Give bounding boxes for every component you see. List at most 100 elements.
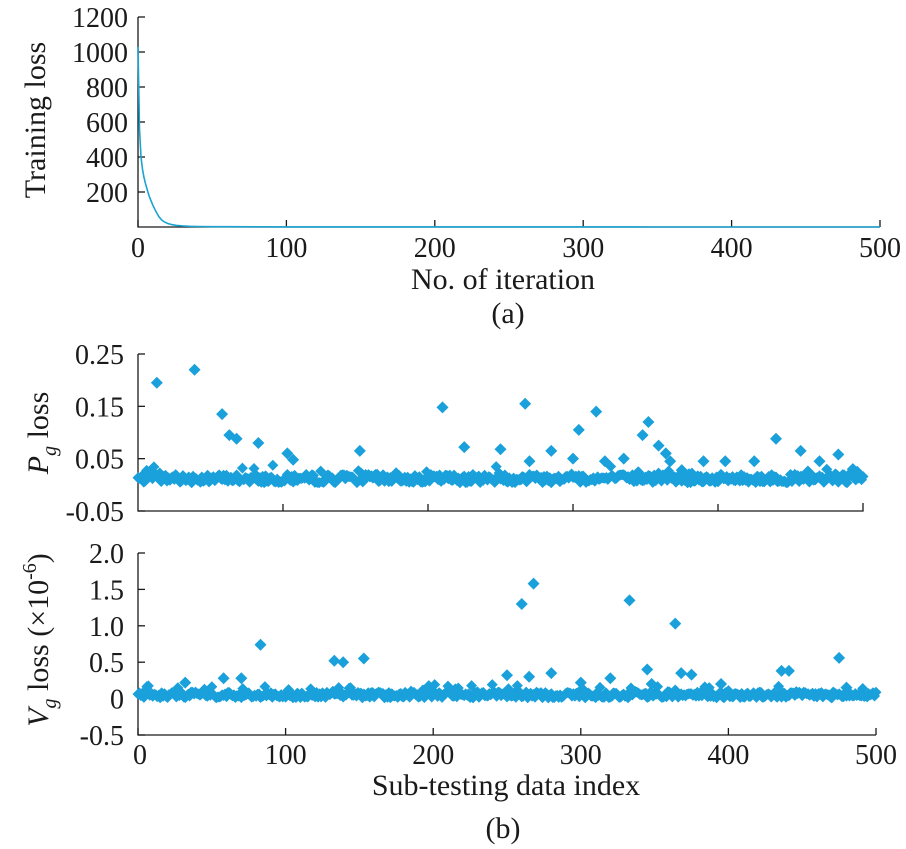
data-point-marker <box>235 672 248 685</box>
x-tick-label: 200 <box>412 740 454 771</box>
data-point-marker <box>590 405 603 418</box>
y-tick-label: 1.5 <box>89 575 124 606</box>
data-point-marker <box>188 363 201 376</box>
x-tick-label: 100 <box>265 233 307 264</box>
data-point-marker <box>287 453 300 466</box>
x-tick-label: 300 <box>560 740 602 771</box>
vg-label-exp: -6 <box>19 563 41 580</box>
data-point-marker <box>494 443 507 456</box>
y-tick-label: 0.25 <box>75 340 124 371</box>
data-point-marker <box>715 678 728 691</box>
data-point-marker <box>598 455 611 468</box>
panel-a: 200 400 600 800 1000 1200 0 100 200 300 400 500 Tr… <box>19 3 901 330</box>
pg-loss-markers <box>132 363 869 489</box>
panel-pg-axes <box>137 354 864 512</box>
data-point-marker <box>179 676 192 689</box>
panel-a-y-ticks: 200 400 600 800 1000 1200 <box>72 3 145 209</box>
panel-vg-x-ticks: 0 100 200 300 400 500 <box>133 728 897 771</box>
data-point-marker <box>328 654 341 667</box>
data-point-marker <box>697 455 710 468</box>
data-point-marker <box>846 463 859 476</box>
data-point-marker <box>574 676 587 689</box>
x-tick-label: 400 <box>707 740 749 771</box>
data-point-marker <box>813 455 826 468</box>
x-tick-label: 0 <box>131 233 145 264</box>
data-point-marker <box>832 448 845 461</box>
data-point-marker <box>833 651 846 664</box>
panel-pg-x-ticks <box>282 504 719 511</box>
data-point-marker <box>675 667 688 680</box>
vg-label-close: ) <box>22 553 55 563</box>
x-tick-label: 500 <box>859 233 901 264</box>
data-point-marker <box>337 656 350 669</box>
y-tick-label: 1200 <box>72 3 128 34</box>
panel-vg-axes <box>137 553 876 736</box>
data-point-marker <box>429 679 441 691</box>
data-point-marker <box>748 455 761 468</box>
data-point-marker <box>604 672 617 685</box>
data-point-marker <box>515 597 528 610</box>
x-tick-label: 100 <box>265 740 307 771</box>
data-point-marker <box>236 462 248 474</box>
data-point-marker <box>775 664 788 677</box>
panel-a-x-label: No. of iteration <box>411 263 595 296</box>
y-tick-label: -0.5 <box>80 721 124 752</box>
vg-loss-markers <box>132 577 882 704</box>
data-point-marker <box>281 447 294 460</box>
y-tick-label: 200 <box>86 178 128 209</box>
pg-label-main: P <box>22 456 55 475</box>
vg-label-main: V <box>22 705 55 727</box>
panel-b-vg: -0.5 0 0.5 1.0 1.5 2.0 0 100 200 300 400 500 Vg lo… <box>19 539 897 845</box>
data-point-marker <box>353 444 366 457</box>
data-point-marker <box>150 376 163 389</box>
data-point-marker <box>458 441 471 454</box>
panel-pg-y-label: Pg loss <box>22 392 61 476</box>
data-point-marker <box>623 594 636 607</box>
y-tick-label: 600 <box>86 108 128 139</box>
data-point-marker <box>527 577 540 590</box>
pg-label-sub: g <box>39 446 61 456</box>
data-point-marker <box>436 401 449 414</box>
data-point-marker <box>523 455 536 468</box>
x-tick-label: 200 <box>414 233 456 264</box>
panel-b-pg: -0.05 0.05 0.15 0.25 Pg loss <box>22 340 869 528</box>
x-tick-label: 500 <box>855 740 897 771</box>
y-tick-label: 800 <box>86 73 128 104</box>
data-point-marker <box>206 681 218 693</box>
panel-a-label: (a) <box>491 297 524 330</box>
y-tick-label: 2.0 <box>89 539 124 570</box>
data-point-marker <box>642 416 655 429</box>
panel-vg-x-label: Sub-testing data index <box>372 769 640 802</box>
data-point-marker <box>148 461 160 473</box>
data-point-marker <box>230 432 243 445</box>
data-point-marker <box>216 408 229 421</box>
panel-pg-y-ticks: -0.05 0.05 0.15 0.25 <box>66 340 145 528</box>
training-loss-line <box>137 46 880 228</box>
data-point-marker <box>567 452 579 465</box>
panel-b-label: (b) <box>486 812 521 845</box>
data-point-marker <box>870 686 882 698</box>
panel-a-axes <box>137 17 880 228</box>
data-point-marker <box>840 681 853 694</box>
data-point-marker <box>572 423 585 436</box>
data-point-marker <box>645 678 658 691</box>
data-point-marker <box>545 667 558 680</box>
data-point-marker <box>545 444 558 457</box>
data-point-marker <box>501 669 513 682</box>
pg-label-rest: loss <box>22 392 55 446</box>
x-tick-label: 400 <box>711 233 753 264</box>
data-point-marker <box>675 464 688 477</box>
y-tick-label: 0.5 <box>89 648 124 679</box>
data-point-marker <box>254 638 267 651</box>
data-point-marker <box>719 455 732 468</box>
x-tick-label: 300 <box>562 233 604 264</box>
y-tick-label: 0.15 <box>75 392 124 423</box>
data-point-marker <box>669 617 682 630</box>
data-point-marker <box>523 670 536 683</box>
data-point-marker <box>519 397 532 410</box>
data-point-marker <box>267 459 279 471</box>
data-point-marker <box>782 664 795 677</box>
panel-a-y-label: Training loss <box>19 42 52 198</box>
vg-label-rest: loss (×10 <box>22 580 55 699</box>
